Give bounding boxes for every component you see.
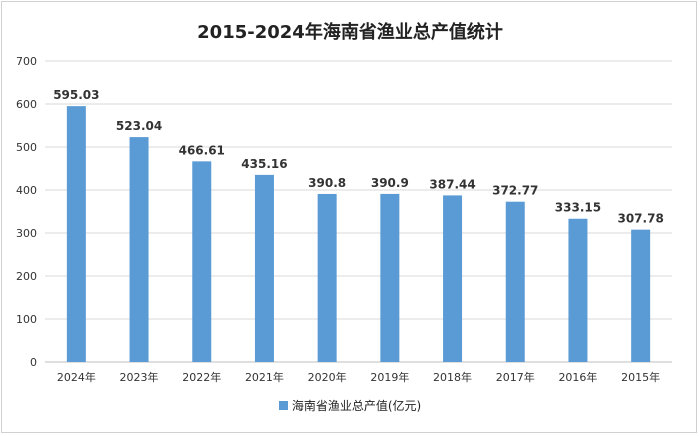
bar [254, 174, 274, 362]
y-tick-label: 600 [16, 98, 37, 111]
legend-label: 海南省渔业总产值(亿元) [291, 399, 422, 413]
y-tick-label: 0 [30, 356, 37, 369]
legend-swatch [278, 401, 288, 410]
bar [631, 229, 651, 362]
x-tick-label: 2016年 [558, 370, 597, 384]
bar [192, 161, 212, 362]
chart-title: 2015-2024年海南省渔业总产值统计 [197, 22, 503, 43]
gridlines [45, 60, 672, 363]
x-tick-label: 2018年 [433, 370, 472, 384]
x-axis: 2024年 2023年 2022年 2021年 2020年 2019年 2018年 2017年… [57, 370, 660, 384]
y-axis: 0 100 200 300 400 500 600 700 [16, 55, 37, 369]
bar [380, 193, 400, 362]
x-tick-label: 2019年 [370, 370, 409, 384]
y-tick-label: 400 [16, 184, 37, 197]
x-tick-label: 2015年 [621, 370, 660, 384]
data-label: 435.16 [241, 157, 287, 171]
bar [568, 218, 588, 362]
data-label: 333.15 [555, 201, 601, 215]
bars: 595.03 523.04 466.61 435.16 390.8 390.9 387.44… [53, 88, 664, 362]
x-tick-label: 2024年 [57, 370, 96, 384]
data-label: 466.61 [179, 143, 225, 157]
x-tick-label: 2021年 [245, 370, 284, 384]
data-label: 390.8 [308, 176, 346, 190]
data-label: 523.04 [116, 119, 162, 133]
y-tick-label: 300 [16, 227, 37, 240]
data-label: 595.03 [53, 88, 99, 102]
data-label: 307.78 [617, 212, 663, 226]
bar [66, 106, 86, 362]
x-tick-label: 2023年 [120, 370, 159, 384]
x-tick-label: 2017年 [496, 370, 535, 384]
x-tick-label: 2020年 [308, 370, 347, 384]
bar [505, 201, 525, 362]
legend: 海南省渔业总产值(亿元) [0, 397, 700, 414]
data-label: 390.9 [371, 176, 409, 190]
bar [129, 137, 149, 362]
y-tick-label: 100 [16, 313, 37, 326]
y-tick-label: 700 [16, 55, 37, 68]
y-tick-label: 200 [16, 270, 37, 283]
y-tick-label: 500 [16, 141, 37, 154]
data-label: 372.77 [492, 184, 538, 198]
data-label: 387.44 [429, 177, 475, 191]
bar [443, 195, 463, 362]
bar [317, 193, 337, 362]
x-tick-label: 2022年 [182, 370, 221, 384]
